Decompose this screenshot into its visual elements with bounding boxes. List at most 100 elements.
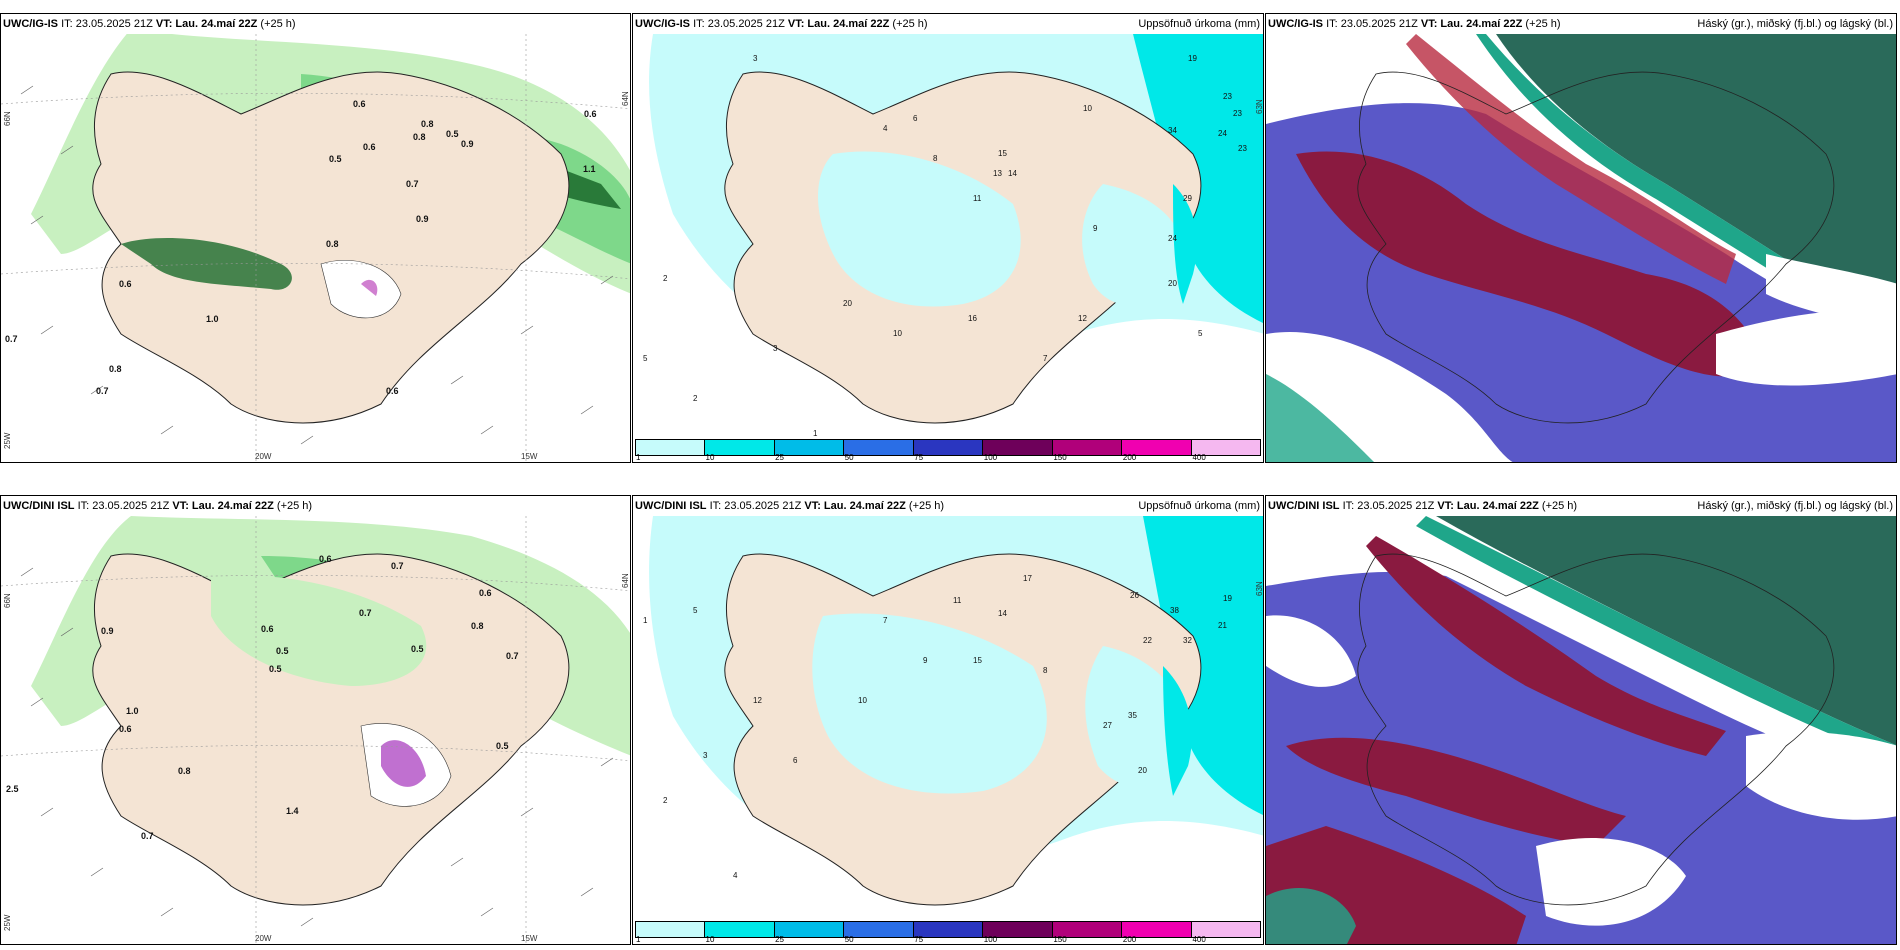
panel-top-mid-accum-precip: UWC/IG-IS IT: 23.05.2025 21Z VT: Lau. 24…: [632, 13, 1264, 463]
panel-bot-left-wind-precip: UWC/DINI ISL IT: 23.05.2025 21Z VT: Lau.…: [0, 495, 631, 945]
precip-label: 0.6: [353, 99, 366, 109]
precip-amount: 9: [1093, 224, 1098, 233]
panel-header: UWC/IG-IS IT: 23.05.2025 21Z VT: Lau. 24…: [1, 14, 630, 34]
model-name: UWC/IG-IS: [3, 18, 58, 30]
lon-label-20w: 20W: [255, 452, 272, 461]
precip-amount: 19: [1188, 54, 1197, 63]
precip-label: 0.7: [359, 608, 372, 618]
map-canvas: [633, 34, 1263, 439]
init-time: IT: 23.05.2025 21Z: [1326, 18, 1418, 30]
precip-label: 0.7: [96, 386, 109, 396]
precip-amount: 4: [733, 871, 738, 880]
precip-label: 0.7: [406, 179, 419, 189]
precip-amount: 38: [1170, 606, 1179, 615]
precip-label: 0.6: [479, 588, 492, 598]
lead-time: (+25 h): [892, 18, 928, 30]
panel-header: UWC/IG-IS IT: 23.05.2025 21Z VT: Lau. 24…: [633, 14, 1263, 34]
precip-label: 0.6: [386, 386, 399, 396]
precip-amount: 3: [753, 54, 758, 63]
precip-amount: 17: [1023, 574, 1032, 583]
init-time: IT: 23.05.2025 21Z: [61, 18, 153, 30]
precip-amount: 12: [1078, 314, 1087, 323]
colorbar-tick-label: 400: [1192, 453, 1206, 462]
valid-time: Lau. 24.maí 22Z: [807, 18, 890, 30]
precip-colorbar: 1 10 25 50 75 100 150 200 400: [633, 436, 1263, 462]
precip-amount: 1: [643, 616, 648, 625]
precip-amount: 1: [813, 429, 818, 438]
panel-title: Háský (gr.), miðský (fj.bl.) og lágský (…: [1697, 18, 1893, 30]
colorbar-tick-label: 25: [775, 453, 785, 462]
precip-amount: 23: [1238, 144, 1247, 153]
colorbar-tick-label: 75: [914, 453, 924, 462]
precip-label: 0.7: [141, 831, 154, 841]
lead-time: (+25 h): [908, 500, 945, 512]
panel-bot-mid-accum-precip: UWC/DINI ISL IT: 23.05.2025 21Z VT: Lau.…: [632, 495, 1264, 945]
precip-label: 0.7: [506, 651, 519, 661]
precip-label: 0.5: [269, 664, 282, 674]
panel-header: UWC/DINI ISL IT: 23.05.2025 21Z VT: Lau.…: [633, 496, 1263, 516]
map-canvas: [1, 516, 630, 944]
valid-time-label: VT:: [804, 500, 821, 512]
precip-amount: 24: [1218, 129, 1227, 138]
precip-label: 0.8: [413, 132, 426, 142]
colorbar-swatch: [983, 440, 1053, 455]
precip-amount: 9: [923, 656, 928, 665]
lead-time: (+25 h): [276, 500, 313, 512]
valid-time-label: VT:: [1420, 18, 1438, 30]
lead-time: (+25 h): [260, 18, 296, 30]
panel-title: Uppsöfnuð úrkoma (mm): [1138, 500, 1260, 512]
lon-label-20w: 20W: [255, 934, 272, 943]
map-canvas: [1266, 34, 1896, 462]
init-time: IT: 23.05.2025 21Z: [1342, 500, 1435, 512]
colorbar-tick-label: 200: [1122, 935, 1137, 944]
colorbar-tick-label: 200: [1122, 453, 1137, 462]
precip-amount: 5: [693, 606, 698, 615]
precip-label: 0.6: [119, 279, 132, 289]
colorbar-tick-label: 400: [1192, 935, 1206, 944]
precip-amount: 29: [1183, 194, 1192, 203]
colorbar-swatch: [1191, 440, 1260, 455]
precip-amount: 15: [973, 656, 982, 665]
lat-label-64n: 64N: [621, 91, 630, 106]
precip-amount: 6: [913, 114, 918, 123]
panel-bot-right-clouds: UWC/DINI ISL IT: 23.05.2025 21Z VT: Lau.…: [1265, 495, 1897, 945]
valid-time: Lau. 24.maí 22Z: [191, 500, 274, 512]
precip-amount: 14: [998, 609, 1007, 618]
panel-header: UWC/DINI ISL IT: 23.05.2025 21Z VT: Lau.…: [1, 496, 630, 516]
colorbar-tick-label: 150: [1053, 935, 1067, 944]
valid-time-label: VT:: [787, 18, 805, 30]
colorbar-swatch: [705, 922, 775, 937]
lat-label-63n: 63N: [1255, 581, 1264, 596]
map-canvas: [1, 34, 630, 462]
model-name: UWC/IG-IS: [635, 18, 690, 30]
lat-label-25w: 25W: [3, 432, 12, 449]
precip-amount: 4: [883, 124, 888, 133]
precip-amount: 2: [663, 274, 668, 283]
precip-label: 0.6: [119, 724, 132, 734]
valid-time: Lau. 24.maí 22Z: [175, 18, 258, 30]
colorbar-tick-label: 1: [636, 453, 641, 462]
colorbar-tick-label: 75: [914, 935, 924, 944]
precip-label: 1.1: [583, 164, 596, 174]
colorbar-swatch: [1122, 440, 1192, 455]
precip-amount: 20: [1138, 766, 1147, 775]
colorbar-tick-label: 50: [844, 453, 854, 462]
precip-amount: 8: [933, 154, 938, 163]
valid-time: Lau. 24.maí 22Z: [823, 500, 906, 512]
precip-amount: 14: [1008, 169, 1017, 178]
colorbar-swatch: [774, 440, 845, 455]
map-canvas: [1266, 516, 1896, 944]
precip-label: 0.5: [329, 154, 342, 164]
precip-amount: 10: [1083, 104, 1092, 113]
precip-amount: 22: [1143, 636, 1152, 645]
colorbar-tick-label: 10: [705, 935, 715, 944]
colorbar-swatch: [705, 440, 775, 455]
precip-label: 0.5: [446, 129, 459, 139]
lat-label-66n: 66N: [3, 111, 12, 126]
init-time: IT: 23.05.2025 21Z: [709, 500, 802, 512]
precip-label: 0.5: [496, 741, 509, 751]
colorbar-tick-label: 150: [1053, 453, 1067, 462]
precip-amount: 16: [968, 314, 977, 323]
precip-amount: 20: [843, 299, 852, 308]
model-name: UWC/DINI ISL: [635, 500, 707, 512]
